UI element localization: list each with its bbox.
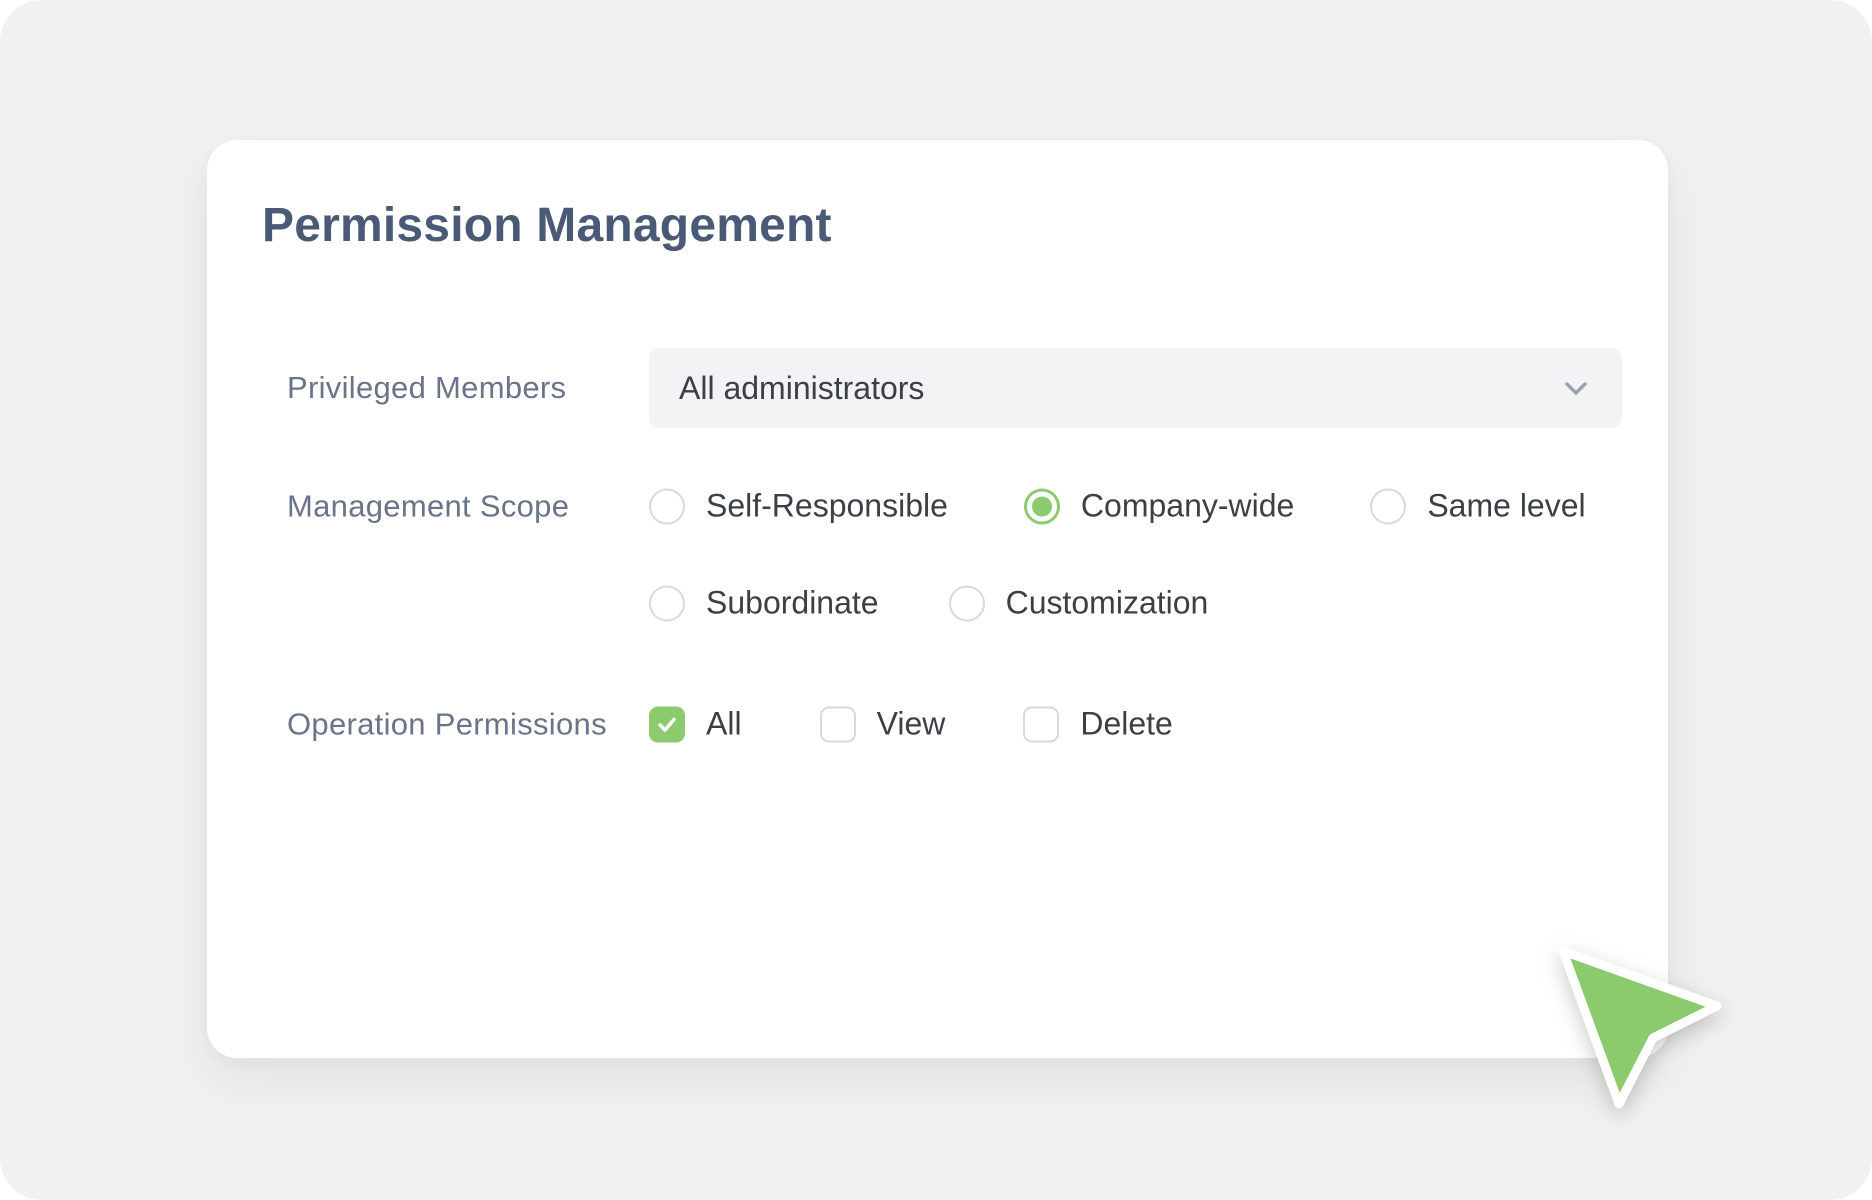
operation-permissions-label: Operation Permissions xyxy=(287,706,607,741)
radio-icon xyxy=(649,488,685,524)
operation-permissions-row: Operation Permissions All xyxy=(287,706,1173,743)
radio-option-company-wide[interactable]: Company-wide xyxy=(1023,487,1295,525)
page-title: Permission Management xyxy=(262,199,832,252)
radio-option-same-level[interactable]: Same level xyxy=(1370,487,1586,525)
radio-label: Company-wide xyxy=(1080,487,1295,524)
radio-icon xyxy=(649,585,685,621)
radio-icon xyxy=(948,585,985,621)
radio-label: Customization xyxy=(1005,584,1209,621)
checkbox-option-view[interactable]: View xyxy=(819,705,946,743)
radio-option-customization[interactable]: Customization xyxy=(948,584,1209,622)
radio-icon xyxy=(1370,488,1407,524)
checkbox-label: View xyxy=(876,705,946,742)
radio-option-subordinate[interactable]: Subordinate xyxy=(649,585,879,622)
radio-label: Self-Responsible xyxy=(706,487,948,524)
radio-selected-icon xyxy=(1023,488,1060,524)
checkbox-label: All xyxy=(706,705,742,742)
radio-label: Same level xyxy=(1427,487,1586,524)
checkbox-option-all[interactable]: All xyxy=(649,706,742,743)
privileged-members-row: Privileged Members All administrators xyxy=(287,348,1622,428)
permission-management-card: Permission Management Privileged Members… xyxy=(207,140,1668,1058)
radio-label: Subordinate xyxy=(706,584,879,621)
privileged-members-select[interactable]: All administrators xyxy=(649,348,1622,428)
check-icon xyxy=(658,717,676,732)
checkbox-icon xyxy=(819,706,856,742)
operation-permissions-options: All View Delete xyxy=(649,706,1173,743)
management-scope-row-2: Subordinate Customization xyxy=(287,585,1208,622)
radio-option-self-responsible[interactable]: Self-Responsible xyxy=(649,488,948,525)
management-scope-options-line-1: Self-Responsible Company-wide Same level xyxy=(649,488,1586,525)
privileged-members-label: Privileged Members xyxy=(287,370,567,405)
checkbox-label: Delete xyxy=(1080,705,1173,742)
checkbox-icon xyxy=(1023,706,1060,742)
checkbox-checked-icon xyxy=(649,706,685,742)
management-scope-row: Management Scope Self-Responsible Compan… xyxy=(287,488,1586,525)
management-scope-options-line-2: Subordinate Customization xyxy=(649,585,1208,622)
management-scope-label: Management Scope xyxy=(287,488,570,523)
checkbox-option-delete[interactable]: Delete xyxy=(1023,706,1173,743)
chevron-down-icon xyxy=(1565,382,1587,395)
privileged-members-selected-value: All administrators xyxy=(679,369,925,406)
